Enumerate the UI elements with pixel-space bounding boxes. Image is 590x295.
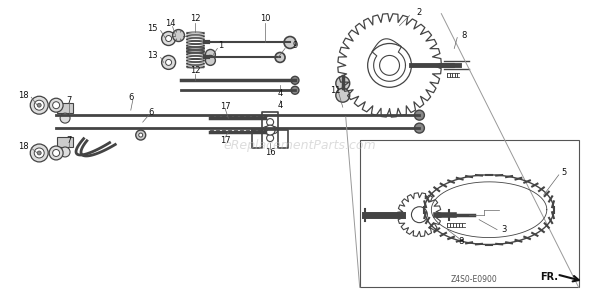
- Text: 17: 17: [220, 135, 231, 145]
- Text: 6: 6: [128, 93, 133, 102]
- Text: 15: 15: [148, 24, 158, 33]
- Text: 8: 8: [461, 31, 467, 40]
- Circle shape: [284, 37, 296, 48]
- FancyBboxPatch shape: [57, 137, 73, 147]
- Text: 2: 2: [417, 8, 422, 17]
- Circle shape: [336, 76, 350, 90]
- Circle shape: [136, 130, 146, 140]
- Circle shape: [49, 98, 63, 112]
- Circle shape: [267, 119, 274, 126]
- Text: FR.: FR.: [540, 272, 558, 282]
- Circle shape: [267, 135, 274, 142]
- Circle shape: [37, 103, 41, 107]
- Text: 6: 6: [148, 108, 153, 117]
- Text: 18: 18: [18, 142, 28, 150]
- Circle shape: [49, 146, 63, 160]
- Circle shape: [263, 127, 270, 134]
- Text: 12: 12: [190, 66, 201, 75]
- Text: 12: 12: [190, 14, 201, 23]
- Text: 4: 4: [277, 89, 283, 98]
- Circle shape: [53, 102, 60, 109]
- Circle shape: [205, 55, 215, 65]
- Circle shape: [34, 148, 44, 158]
- Text: Z4S0-E0900: Z4S0-E0900: [451, 275, 497, 284]
- Circle shape: [166, 59, 172, 65]
- Circle shape: [30, 96, 48, 114]
- Text: 17: 17: [220, 102, 231, 111]
- Circle shape: [414, 110, 424, 120]
- Circle shape: [205, 50, 215, 59]
- Text: 8: 8: [458, 237, 464, 246]
- Circle shape: [166, 35, 172, 42]
- Circle shape: [60, 113, 70, 123]
- Text: 1: 1: [218, 41, 223, 50]
- Circle shape: [173, 30, 185, 42]
- Text: 4: 4: [277, 101, 283, 110]
- Circle shape: [162, 55, 176, 69]
- FancyBboxPatch shape: [57, 103, 73, 113]
- Text: 13: 13: [148, 51, 158, 60]
- Circle shape: [291, 86, 299, 94]
- Text: 5: 5: [561, 168, 566, 177]
- Circle shape: [60, 147, 70, 157]
- Text: 9: 9: [293, 41, 297, 50]
- FancyBboxPatch shape: [360, 140, 579, 287]
- Circle shape: [336, 88, 350, 102]
- Circle shape: [291, 76, 299, 84]
- Text: 7: 7: [67, 135, 72, 145]
- Circle shape: [265, 125, 275, 135]
- Circle shape: [37, 151, 41, 155]
- Text: 16: 16: [265, 148, 276, 158]
- Text: 18: 18: [18, 91, 28, 100]
- Text: 7: 7: [67, 96, 72, 105]
- Circle shape: [271, 127, 277, 134]
- Circle shape: [414, 123, 424, 133]
- Text: 3: 3: [502, 225, 507, 234]
- Text: eReplacementParts.com: eReplacementParts.com: [224, 139, 376, 152]
- Circle shape: [53, 150, 60, 156]
- Circle shape: [162, 32, 176, 45]
- Circle shape: [30, 144, 48, 162]
- Circle shape: [275, 53, 285, 63]
- Text: 14: 14: [165, 19, 176, 28]
- Circle shape: [139, 133, 143, 137]
- Circle shape: [34, 100, 44, 110]
- Text: 10: 10: [260, 14, 270, 23]
- Text: 11: 11: [330, 86, 341, 95]
- FancyBboxPatch shape: [440, 63, 454, 67]
